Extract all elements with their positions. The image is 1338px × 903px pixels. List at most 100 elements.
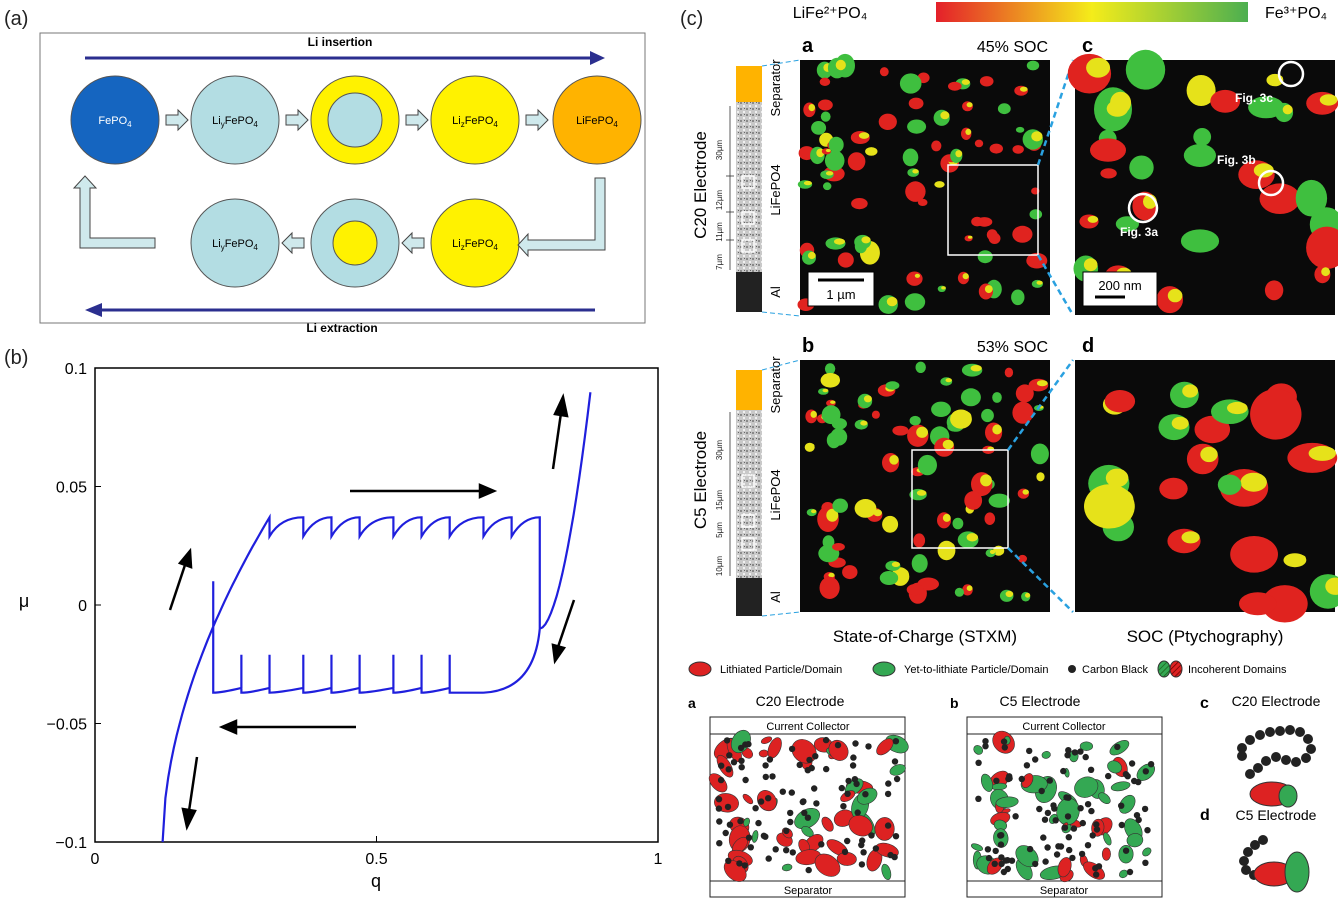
- particle-domain: [1167, 288, 1183, 303]
- particle: [984, 512, 996, 525]
- particle: [821, 405, 841, 425]
- carbon-black: [718, 762, 725, 769]
- carbon-black: [715, 805, 723, 812]
- carbon-black: [805, 866, 812, 874]
- carbon-black: [1082, 753, 1089, 761]
- carbon-black: [1077, 748, 1084, 755]
- particle: [1159, 477, 1188, 500]
- y-tick-label: 0.05: [56, 480, 87, 497]
- carbon-black: [984, 846, 992, 853]
- carbon-black: [840, 803, 847, 810]
- carbon-black: [737, 818, 744, 825]
- schematic-particle: [1041, 751, 1051, 759]
- carbon-black: [716, 840, 723, 847]
- svg-text:Fig. 3a: Fig. 3a: [1120, 225, 1158, 239]
- particle: [1306, 226, 1338, 269]
- fepo4-text: FePO4: [98, 115, 132, 129]
- carbon-black: [997, 832, 1004, 839]
- carbon-black: [715, 796, 723, 803]
- carbon-black: [991, 860, 998, 867]
- particle-domain: [1227, 401, 1248, 415]
- carbon-black: [1065, 747, 1072, 754]
- carbon-black: [779, 788, 786, 795]
- carbon-black: [742, 776, 749, 784]
- schematic-particle: [1057, 857, 1072, 878]
- particle-domain: [1325, 577, 1338, 595]
- svg-text:C5 Electrode: C5 Electrode: [1236, 807, 1317, 823]
- carbon-black: [730, 759, 738, 766]
- particle-domain: [828, 572, 835, 578]
- particle: [1026, 252, 1048, 269]
- particle-domain: [822, 388, 829, 393]
- carbon-black: [1064, 752, 1071, 759]
- carbon-black: [1060, 767, 1067, 775]
- svg-text:c: c: [1200, 695, 1209, 712]
- schematic-particle: [1101, 847, 1111, 861]
- particle: [902, 148, 919, 167]
- particle: [905, 181, 926, 202]
- particle: [1015, 384, 1034, 403]
- svg-text:C20 Electrode: C20 Electrode: [756, 693, 845, 709]
- carbon-black: [1008, 857, 1016, 864]
- carbon-black: [1084, 801, 1092, 808]
- particle-domain: [1200, 446, 1218, 463]
- particle: [851, 198, 868, 210]
- carbon-black: [772, 846, 779, 853]
- particle-domain: [1036, 280, 1043, 285]
- carbon-black: [1105, 772, 1112, 780]
- carbon-black: [1144, 827, 1151, 834]
- carbon-black: [860, 849, 867, 856]
- carbon-black: [808, 764, 815, 772]
- particle: [847, 152, 866, 171]
- carbon-black: [891, 853, 898, 861]
- particle: [907, 119, 927, 134]
- particle: [899, 73, 922, 94]
- particle-domain: [962, 273, 969, 280]
- liz-circle: [430, 75, 520, 165]
- carbon-black: [801, 809, 808, 816]
- carbon-black: [788, 745, 796, 753]
- carbon-black: [872, 845, 880, 852]
- carbon-black: [1065, 834, 1072, 841]
- scale-1um: 1 µm: [826, 287, 855, 302]
- particle: [1030, 443, 1049, 465]
- particle-domain: [825, 171, 834, 176]
- particle: [832, 543, 845, 551]
- particle: [915, 361, 926, 373]
- particle: [997, 103, 1011, 115]
- carbon-black: [1095, 863, 1103, 870]
- particle-domain: [808, 104, 816, 112]
- particle-domain: [1083, 258, 1098, 272]
- carbon-black: [1026, 747, 1033, 755]
- fepo4-circle: [70, 75, 160, 165]
- carbon-black: [818, 841, 825, 848]
- carbon-black: [745, 834, 753, 841]
- particle-domain: [807, 251, 816, 260]
- particle-domain: [966, 585, 973, 591]
- carbon-black: [850, 754, 857, 761]
- particle: [842, 565, 858, 580]
- particle-domain: [1005, 590, 1014, 598]
- carbon-black: [854, 809, 861, 816]
- particle: [931, 401, 951, 417]
- carbon-black: [747, 844, 754, 851]
- particle-domain: [916, 490, 927, 496]
- carbon-black: [1066, 846, 1073, 854]
- label-b: b: [802, 335, 814, 357]
- particle: [904, 293, 926, 311]
- carbon-black: [716, 818, 723, 825]
- svg-text:C20 Electrode: C20 Electrode: [1232, 693, 1321, 709]
- carbon-black: [849, 762, 857, 769]
- label-a: a: [802, 35, 814, 57]
- carbon-black: [1141, 805, 1149, 813]
- particle-domain: [965, 128, 972, 135]
- particle: [882, 515, 899, 533]
- particle: [832, 498, 848, 513]
- carbon-black: [892, 738, 900, 745]
- carbon-black: [975, 795, 982, 802]
- carbon-black: [838, 784, 845, 792]
- svg-text:7µm: 7µm: [715, 254, 724, 270]
- particle: [823, 182, 832, 191]
- carbon-black: [841, 848, 849, 856]
- particle-domain: [828, 374, 840, 382]
